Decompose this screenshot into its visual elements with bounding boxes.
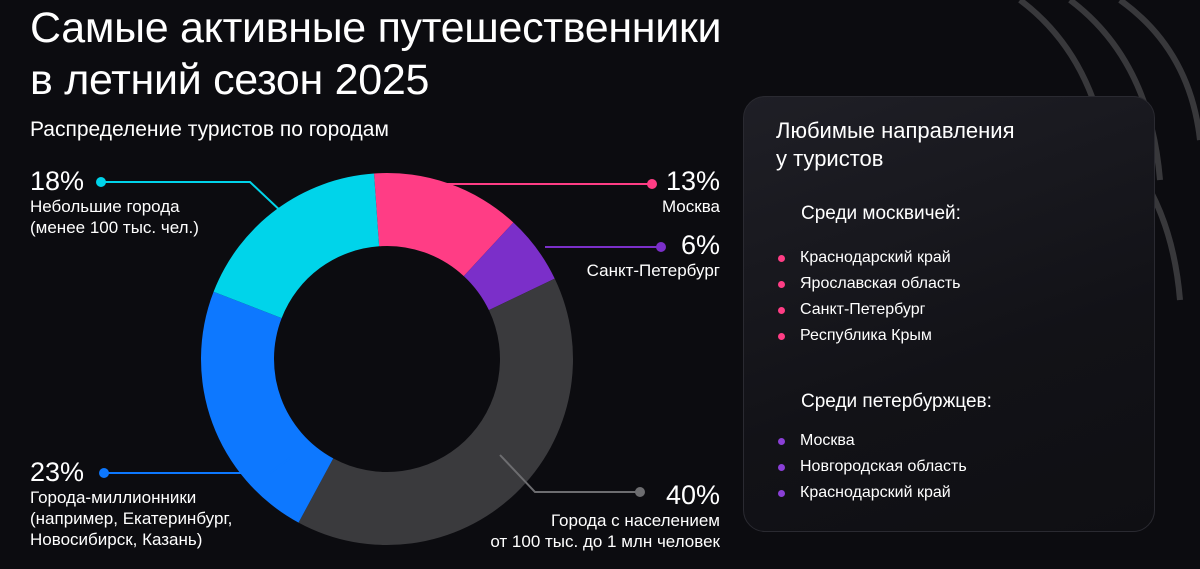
label-small-cities: 18% Небольшие города (менее 100 тыс. чел…: [30, 166, 199, 238]
list-item-label: Новгородская область: [800, 458, 967, 475]
bullet-dot-icon: [778, 281, 785, 288]
bullet-dot-icon: [778, 438, 785, 445]
bullet-dot-icon: [778, 464, 785, 471]
bullet-dot-icon: [778, 333, 785, 340]
list-item-label: Краснодарский край: [800, 249, 951, 266]
slice-pct: 13%: [665, 166, 720, 196]
group-title-spb: Среди петербуржцев:: [801, 391, 992, 412]
label-million-cities: 23% Города-миллионники (например, Екатер…: [30, 457, 232, 550]
slice-small-cities: [213, 173, 380, 319]
bullet-dot-icon: [778, 490, 785, 497]
list-item: Краснодарский край: [774, 480, 967, 506]
slice-pct: 6%: [680, 230, 720, 260]
slice-desc: Небольшие города: [30, 197, 180, 216]
list-item-label: Санкт-Петербург: [800, 301, 926, 318]
slice-desc: Новосибирск, Казань): [30, 530, 203, 549]
slice-pct: 18%: [30, 166, 85, 196]
slice-desc: от 100 тыс. до 1 млн человек: [490, 532, 720, 551]
panel-title-line-2: у туристов: [776, 146, 884, 171]
list-item-label: Республика Крым: [800, 327, 932, 344]
list-item: Ярославская область: [774, 271, 961, 297]
chart-subtitle: Распределение туристов по городам: [30, 118, 389, 141]
leader-million-cities-dot: [99, 468, 109, 478]
leader-spb-dot: [656, 242, 666, 252]
leader-million-cities-line: [104, 457, 291, 474]
slice-desc: (менее 100 тыс. чел.): [30, 218, 199, 237]
list-item: Краснодарский край: [774, 245, 961, 271]
list-item-label: Москва: [800, 432, 855, 449]
slice-desc: (например, Екатеринбург,: [30, 509, 233, 528]
slice-desc: Города-миллионники: [30, 488, 197, 507]
slice-million-cities: [201, 291, 334, 523]
label-spb: 6% Санкт-Петербург: [587, 230, 720, 281]
page-title: Самые активные путешественники в летний …: [30, 2, 722, 106]
list-item-label: Ярославская область: [800, 275, 961, 292]
leader-small-cities-line: [101, 181, 286, 216]
leader-moscow-dot: [647, 179, 657, 189]
list-item: Республика Крым: [774, 323, 961, 349]
label-moscow: 13% Москва: [662, 166, 720, 217]
leader-small-cities-dot: [96, 177, 106, 187]
group-title-moscow: Среди москвичей:: [801, 203, 961, 224]
label-mid-cities: 40% Города с населением от 100 тыс. до 1…: [490, 480, 720, 552]
list-item-label: Краснодарский край: [800, 484, 951, 501]
bullet-dot-icon: [778, 255, 785, 262]
slice-desc: Города с населением: [550, 511, 720, 530]
panel-title: Любимые направления у туристов: [776, 117, 1106, 173]
list-item: Санкт-Петербург: [774, 297, 961, 323]
title-line-1: Самые активные путешественники: [30, 4, 722, 52]
slice-moscow: [374, 172, 514, 277]
slice-desc: Санкт-Петербург: [586, 261, 720, 280]
slice-desc: Москва: [661, 197, 720, 216]
destinations-panel: Любимые направления у туристов Среди мос…: [743, 96, 1155, 532]
list-spb: Москва Новгородская область Краснодарски…: [774, 428, 967, 506]
list-item: Новгородская область: [774, 454, 967, 480]
title-line-2: в летний сезон 2025: [30, 56, 430, 104]
slice-pct: 23%: [30, 457, 85, 487]
slice-spb: [463, 222, 555, 311]
slice-mid-cities: [298, 278, 573, 545]
slice-pct: 40%: [665, 480, 720, 510]
bullet-dot-icon: [778, 307, 785, 314]
leader-mid-cities-dot: [635, 487, 645, 497]
panel-title-line-1: Любимые направления: [776, 118, 1015, 143]
leader-mid-cities-line: [499, 454, 640, 493]
list-moscow: Краснодарский край Ярославская область С…: [774, 245, 961, 349]
list-item: Москва: [774, 428, 967, 454]
